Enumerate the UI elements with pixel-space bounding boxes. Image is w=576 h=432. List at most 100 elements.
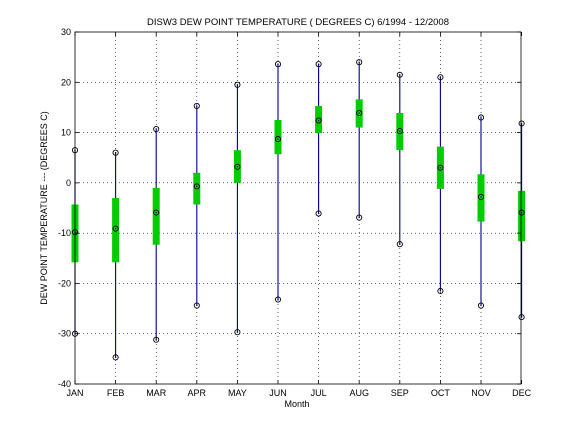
median-marker-dot <box>155 211 157 214</box>
box-nov <box>477 174 485 222</box>
x-tick-label: OCT <box>431 388 451 398</box>
x-tick-label: JAN <box>66 388 83 398</box>
axis-ticks <box>74 31 522 385</box>
median-marker-dot <box>236 166 239 168</box>
max-marker <box>112 149 119 156</box>
min-marker-dot <box>439 290 442 292</box>
min-marker-dot <box>358 216 360 219</box>
min-marker <box>234 329 241 336</box>
min-marker <box>396 241 403 248</box>
x-tick-labels: JAN FEB MAR APR MAY JUN JUL AUG SEP OCT NOV DEC <box>66 388 531 398</box>
max-marker-dot <box>439 76 442 78</box>
y-tick-label: -40 <box>58 379 71 389</box>
x-tick-label: JUN <box>269 388 287 398</box>
median-marker <box>193 183 200 190</box>
median-marker <box>153 209 160 216</box>
x-tick-label: MAY <box>228 388 247 398</box>
median-marker-dot <box>114 227 117 230</box>
max-marker <box>315 61 322 68</box>
max-marker-dot <box>114 151 117 154</box>
x-tick-label: JUL <box>311 388 327 398</box>
median-marker <box>518 209 525 216</box>
median-marker-dot <box>399 130 401 132</box>
max-marker <box>356 59 363 66</box>
min-marker <box>274 296 282 303</box>
box-feb <box>112 197 120 263</box>
min-marker-dot <box>480 304 482 307</box>
median-marker-dot <box>358 112 360 114</box>
min-marker <box>153 336 160 343</box>
y-tick-label: 0 <box>66 178 71 188</box>
y-tick-label: -30 <box>58 329 71 339</box>
max-marker-dot <box>277 63 279 65</box>
min-marker <box>193 302 200 309</box>
grid <box>75 32 521 384</box>
y-tick-label: 20 <box>61 77 71 87</box>
x-tick-label: MAR <box>146 388 167 398</box>
max-marker-dot <box>196 105 198 107</box>
max-marker-dot <box>480 116 482 119</box>
min-marker <box>112 354 119 361</box>
y-tick-label: -10 <box>58 228 71 238</box>
whiskers <box>74 62 523 358</box>
max-marker-dot <box>358 61 360 63</box>
y-axis-title: DEW POINT TEMPERATURE --- (DEGREES C) <box>39 111 49 305</box>
chart-title: DISW3 DEW POINT TEMPERATURE ( DEGREES C)… <box>147 17 449 28</box>
min-marker-dot <box>399 243 401 245</box>
x-tick-label: DEC <box>512 388 532 398</box>
median-marker-dot <box>317 119 320 122</box>
median-marker <box>477 193 485 200</box>
min-marker-dot <box>196 304 198 307</box>
min-marker <box>315 210 322 217</box>
median-marker <box>274 136 282 143</box>
box-jun <box>274 120 282 155</box>
max-marker-dot <box>236 84 239 86</box>
y-tick-labels: -40 -30 -20 -10 0 10 20 30 <box>58 27 71 389</box>
min-marker <box>437 287 444 295</box>
max-marker-dot <box>155 128 157 130</box>
box-jul <box>315 105 323 134</box>
min-marker-dot <box>114 356 117 359</box>
y-tick-label: 10 <box>61 128 71 138</box>
x-tick-label: FEB <box>107 388 125 398</box>
y-tick-label: 30 <box>61 27 71 37</box>
box-dec <box>518 190 526 242</box>
y-tick-label: -20 <box>58 278 71 288</box>
min-marker <box>477 302 485 309</box>
max-marker-dot <box>317 63 320 65</box>
median-marker <box>396 128 403 135</box>
x-tick-label: SEP <box>391 388 409 398</box>
max-marker <box>518 120 525 127</box>
median-marker-dot <box>277 138 279 140</box>
min-marker-dot <box>236 331 239 333</box>
x-tick-label: AUG <box>349 388 369 398</box>
min-marker <box>518 314 525 321</box>
median-marker <box>356 109 363 117</box>
max-marker-dot <box>399 74 401 76</box>
max-marker <box>477 114 485 121</box>
median-marker-dot <box>196 185 198 188</box>
median-marker <box>315 117 322 124</box>
boxes <box>71 99 526 263</box>
max-marker <box>153 126 160 133</box>
min-marker-dot <box>277 298 279 301</box>
max-marker <box>234 81 241 88</box>
median-marker <box>112 225 119 232</box>
plot-frame <box>74 31 522 385</box>
box-mar <box>152 187 160 245</box>
x-axis-title: Month <box>284 399 309 409</box>
markers <box>71 59 525 361</box>
median-marker <box>234 163 241 170</box>
max-marker <box>437 74 444 81</box>
x-tick-label: NOV <box>471 388 491 398</box>
median-marker-dot <box>480 196 482 198</box>
min-marker-dot <box>155 339 157 341</box>
median-marker-dot <box>439 167 442 169</box>
min-marker <box>356 214 363 221</box>
max-marker <box>193 102 200 109</box>
x-tick-label: APR <box>188 388 207 398</box>
max-marker <box>396 71 403 78</box>
min-marker-dot <box>317 212 320 215</box>
max-marker <box>274 61 282 68</box>
